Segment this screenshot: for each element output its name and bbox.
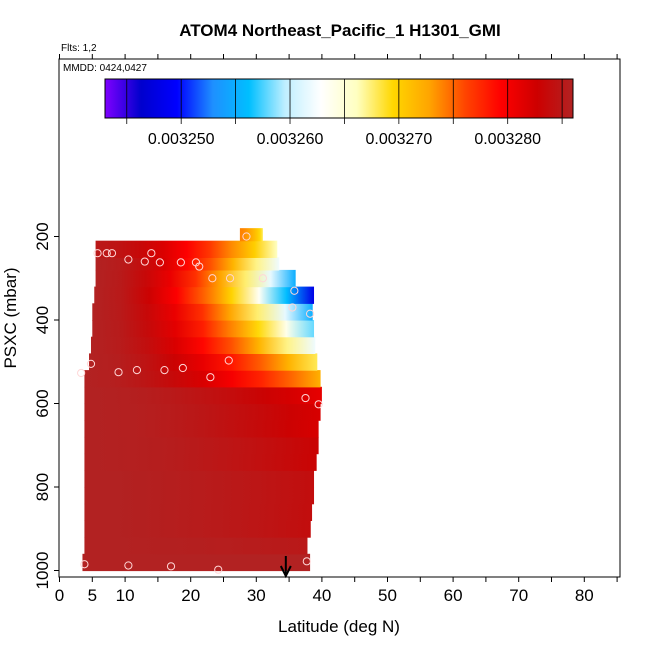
sample-point bbox=[86, 359, 96, 368]
sample-point bbox=[124, 561, 133, 570]
flights-note: Flts: 1,2 bbox=[61, 43, 97, 54]
plot-frame bbox=[58, 58, 621, 578]
y-tick-label: 800 bbox=[33, 473, 52, 501]
y-tick-label: 1000 bbox=[33, 552, 52, 590]
sample-point bbox=[140, 257, 149, 266]
colorbar: 0.003250 0.003260 0.003270 0.003280 bbox=[104, 78, 574, 148]
y-tick-label: 200 bbox=[33, 222, 52, 250]
latitude-marker-arrow bbox=[279, 556, 292, 579]
sample-point bbox=[290, 286, 299, 295]
heatmap-row bbox=[84, 537, 308, 555]
heatmap-row bbox=[84, 436, 319, 455]
heatmap-row bbox=[94, 286, 315, 304]
heatmap-row bbox=[92, 303, 313, 321]
sample-point bbox=[160, 366, 169, 375]
heatmap-row bbox=[84, 503, 313, 521]
colorbar-gradient bbox=[104, 78, 574, 119]
sample-point bbox=[214, 565, 223, 574]
sample-point bbox=[302, 557, 311, 566]
sample-point bbox=[314, 400, 323, 409]
x-tick-label: 10 bbox=[116, 586, 135, 605]
x-tick-label: 70 bbox=[509, 586, 528, 605]
x-tick-label: 20 bbox=[181, 586, 200, 605]
colorbar-tick-label: 0.003250 bbox=[148, 131, 215, 148]
sample-point bbox=[114, 368, 123, 377]
y-tick-label: 400 bbox=[33, 306, 52, 334]
sample-point bbox=[305, 309, 315, 318]
heatmap-row bbox=[239, 228, 263, 242]
y-axis-label: PSXC (mbar) bbox=[1, 267, 20, 368]
heatmap-row bbox=[84, 487, 315, 505]
heatmap-row bbox=[84, 420, 319, 438]
colorbar-tick-label: 0.003270 bbox=[365, 131, 432, 148]
heatmap-row bbox=[84, 453, 317, 471]
sample-point bbox=[206, 373, 215, 382]
sample-point bbox=[147, 249, 156, 258]
sample-point bbox=[178, 363, 187, 373]
heatmap-row bbox=[82, 553, 311, 572]
x-tick-label: 60 bbox=[444, 586, 463, 605]
sample-point bbox=[176, 258, 185, 267]
sample-point bbox=[132, 366, 142, 375]
sample-point bbox=[107, 249, 117, 258]
sample-point bbox=[124, 255, 133, 264]
sample-point bbox=[258, 274, 267, 283]
sample-point bbox=[80, 560, 89, 569]
heatmap-row bbox=[89, 353, 318, 371]
heatmap-row bbox=[84, 520, 311, 538]
sample-point bbox=[93, 249, 102, 258]
heatmap-row bbox=[84, 370, 321, 388]
sample-point bbox=[225, 274, 235, 283]
heatmap-row bbox=[92, 320, 315, 338]
sample-point bbox=[224, 356, 233, 365]
y-tick-label: 600 bbox=[33, 389, 52, 417]
sample-point bbox=[242, 232, 251, 241]
x-tick-label: 0 bbox=[55, 586, 64, 605]
sample-point bbox=[288, 303, 297, 312]
colorbar-tick-label: 0.003260 bbox=[257, 131, 324, 148]
sample-point bbox=[208, 274, 217, 283]
colorbar-tick-label: 0.003280 bbox=[474, 131, 541, 148]
sample-point bbox=[166, 562, 176, 571]
heatmap-row bbox=[95, 257, 280, 271]
heatmap-row bbox=[84, 386, 322, 405]
chart-title: ATOM4 Northeast_Pacific_1 H1301_GMI bbox=[179, 21, 501, 40]
sample-points-layer bbox=[77, 232, 323, 574]
x-tick-label: 30 bbox=[247, 586, 266, 605]
y-axis: 200 400 600 800 1000 bbox=[33, 222, 59, 589]
dates-note: MMDD: 0424,0427 bbox=[63, 63, 147, 74]
heatmap-row bbox=[84, 470, 315, 488]
x-axis-label: Latitude (deg N) bbox=[278, 617, 400, 636]
x-tick-label: 80 bbox=[575, 586, 594, 605]
sample-point bbox=[195, 262, 204, 271]
heatmap-row bbox=[95, 269, 296, 288]
x-tick-label: 50 bbox=[378, 586, 397, 605]
sample-point bbox=[155, 258, 164, 267]
sample-point bbox=[301, 393, 310, 403]
sample-point bbox=[102, 249, 111, 258]
arrow-head bbox=[279, 565, 292, 579]
x-tick-label: 5 bbox=[88, 586, 97, 605]
heatmap-row bbox=[90, 336, 316, 354]
heatmap-row bbox=[84, 403, 321, 421]
sample-point bbox=[77, 368, 86, 378]
x-tick-label: 40 bbox=[312, 586, 331, 605]
heatmap-layer bbox=[82, 228, 322, 572]
heatmap-row bbox=[95, 240, 278, 258]
x-axis: 0 5 10 20 30 40 50 60 70 80 bbox=[55, 54, 618, 605]
